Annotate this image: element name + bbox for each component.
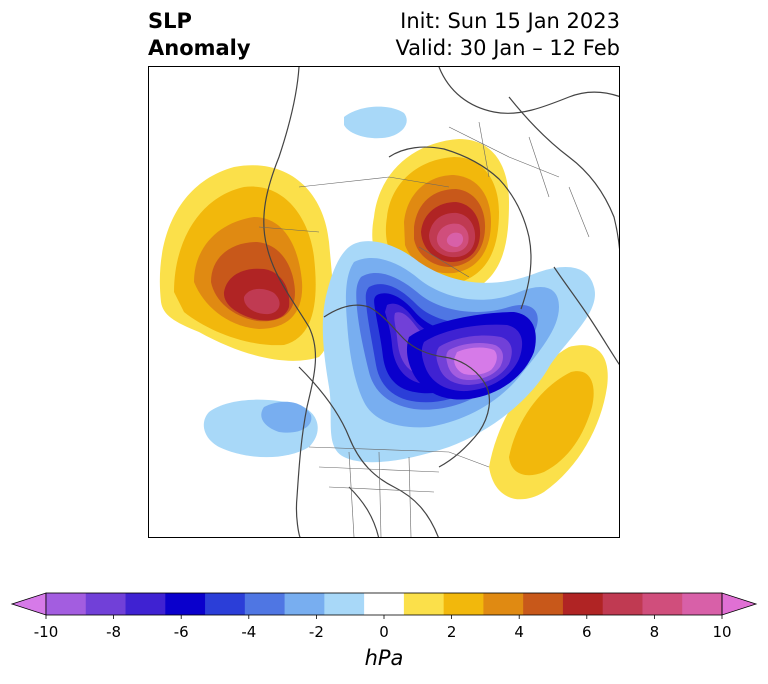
colorbar-segment xyxy=(483,593,524,615)
colorbar-tick-label: 6 xyxy=(582,623,592,641)
colorbar-unit: hPa xyxy=(364,646,404,670)
colorbar-tick-label: -4 xyxy=(241,623,257,641)
valid-range: Valid: 30 Jan – 12 Feb xyxy=(395,36,620,60)
coastlines xyxy=(263,67,619,537)
slp-anomaly-map xyxy=(159,67,619,537)
colorbar-tick-label: -6 xyxy=(173,623,189,641)
colorbar-tick-label: 2 xyxy=(446,623,457,641)
colorbar-tick-label: -2 xyxy=(308,623,324,641)
map-title: SLP Anomaly xyxy=(148,8,251,62)
colorbar-segment xyxy=(165,593,206,615)
colorbar-segment xyxy=(602,593,643,615)
colorbar-segment xyxy=(244,593,286,615)
colorbar-segment xyxy=(523,593,564,615)
colorbar-segment xyxy=(562,593,604,615)
colorbar-tick-label: -10 xyxy=(33,623,59,641)
colorbar-tick-label: 10 xyxy=(712,623,732,641)
colorbar-segment xyxy=(324,593,365,615)
colorbar-segment xyxy=(125,593,166,615)
colorbar-segment xyxy=(46,593,87,615)
colorbar-segment xyxy=(284,593,325,615)
colorbar-segment xyxy=(205,593,246,615)
colorbar-tick-label: 4 xyxy=(514,623,524,641)
title-line-variable: SLP xyxy=(148,9,192,33)
colorbar-segment xyxy=(443,593,484,615)
pacific-high-anomaly xyxy=(159,165,334,361)
title-line-anomaly: Anomaly xyxy=(148,36,251,60)
political-borders xyxy=(258,121,590,537)
colorbar-segment xyxy=(403,593,445,615)
colorbar-segment xyxy=(682,593,723,615)
colorbar-segment xyxy=(85,593,127,615)
map-panel xyxy=(148,66,620,538)
colorbar xyxy=(0,580,768,680)
canada-low-anomaly xyxy=(203,106,595,463)
colorbar-tick-label: 8 xyxy=(649,623,660,641)
colorbar-segment xyxy=(642,593,683,615)
colorbar-scale xyxy=(10,592,758,619)
map-subtitle: Init: Sun 15 Jan 2023 Valid: 30 Jan – 12… xyxy=(395,8,620,62)
colorbar-segment xyxy=(364,593,405,615)
colorbar-tick-label: -8 xyxy=(106,623,122,641)
init-date: Init: Sun 15 Jan 2023 xyxy=(400,9,620,33)
colorbar-tick-label: 0 xyxy=(379,623,389,641)
colorbar-extend-min xyxy=(10,592,47,616)
atlantic-high-anomaly xyxy=(489,345,608,500)
colorbar-extend-max xyxy=(721,592,758,616)
